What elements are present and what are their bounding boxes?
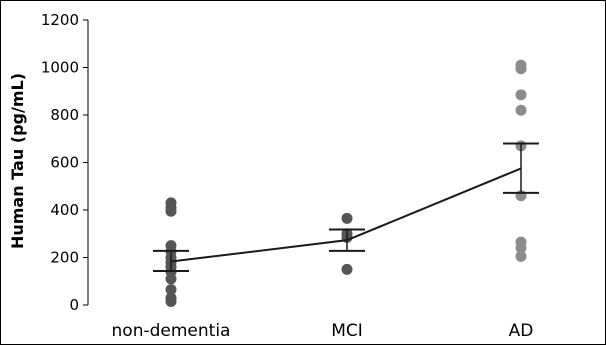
data-point: [341, 263, 353, 275]
data-point: [165, 205, 177, 217]
y-tick-label: 800: [50, 106, 79, 124]
y-tick-label: 400: [50, 201, 79, 219]
x-category-label: non-dementia: [112, 321, 231, 341]
data-point: [515, 242, 527, 254]
y-tick-labels: 0 200 400 600 800 1000 1200: [41, 11, 79, 314]
y-tick-label: 1000: [41, 59, 79, 77]
data-point: [165, 273, 177, 285]
data-point: [165, 284, 177, 296]
y-tick-label: 0: [69, 296, 79, 314]
y-axis-title: Human Tau (pg/mL): [8, 73, 27, 249]
y-tick-label: 600: [50, 154, 79, 172]
data-point: [515, 89, 527, 101]
y-tick-label: 1200: [41, 11, 79, 29]
x-category-label: MCI: [331, 321, 363, 341]
data-point: [515, 63, 527, 75]
y-tick-label: 200: [50, 249, 79, 267]
mean-and-error-bars: [153, 142, 539, 273]
data-point: [515, 104, 527, 116]
x-category-label: AD: [509, 321, 534, 341]
data-point: [515, 250, 527, 262]
data-points: [165, 59, 527, 307]
y-axis: [83, 19, 89, 306]
data-point: [165, 295, 177, 307]
data-point: [341, 212, 353, 224]
x-category-labels: non-dementia MCI AD: [112, 321, 534, 341]
